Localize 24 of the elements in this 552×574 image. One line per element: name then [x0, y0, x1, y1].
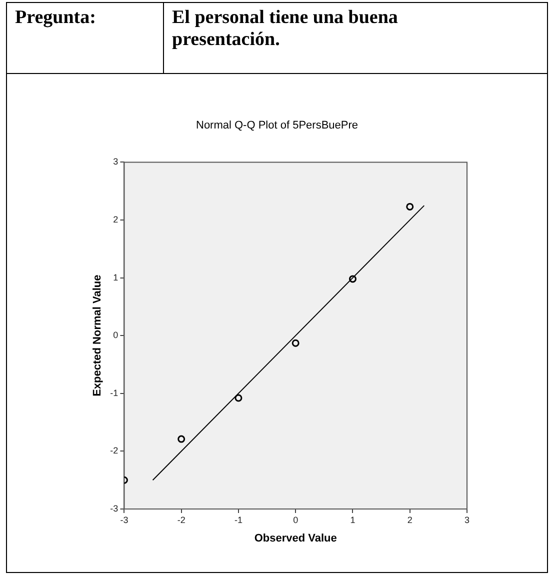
point [234, 394, 242, 402]
x-tick-label: -3 [120, 514, 128, 525]
y-axis-title: Expected Normal Value [92, 274, 104, 396]
point [348, 275, 356, 283]
y-tick-label: -2 [110, 446, 118, 456]
y-tick-label: -3 [110, 503, 118, 514]
y-tick-label: 2 [113, 214, 118, 224]
y-tick-label: 1 [113, 272, 118, 282]
y-tick-label: -1 [110, 388, 118, 398]
point [406, 202, 414, 210]
x-tick-label: 3 [464, 514, 470, 525]
text: El personal tiene una buena presentación. [164, 2, 548, 74]
x-tick-label: 1 [350, 514, 356, 525]
point [178, 435, 186, 443]
y-tick-label: 3 [113, 156, 118, 167]
x-tick-label: -2 [177, 514, 186, 525]
text: Pregunta: [6, 2, 164, 74]
y-tick-label: 0 [113, 330, 118, 340]
x-tick-label: 2 [407, 514, 412, 525]
x-axis-title: Observed Value [254, 532, 337, 544]
point [292, 339, 300, 347]
chart-title: Normal Q-Q Plot of 5PersBuePre [196, 120, 358, 132]
x-tick-label: 0 [293, 514, 298, 525]
x-tick-label: -1 [234, 514, 242, 525]
